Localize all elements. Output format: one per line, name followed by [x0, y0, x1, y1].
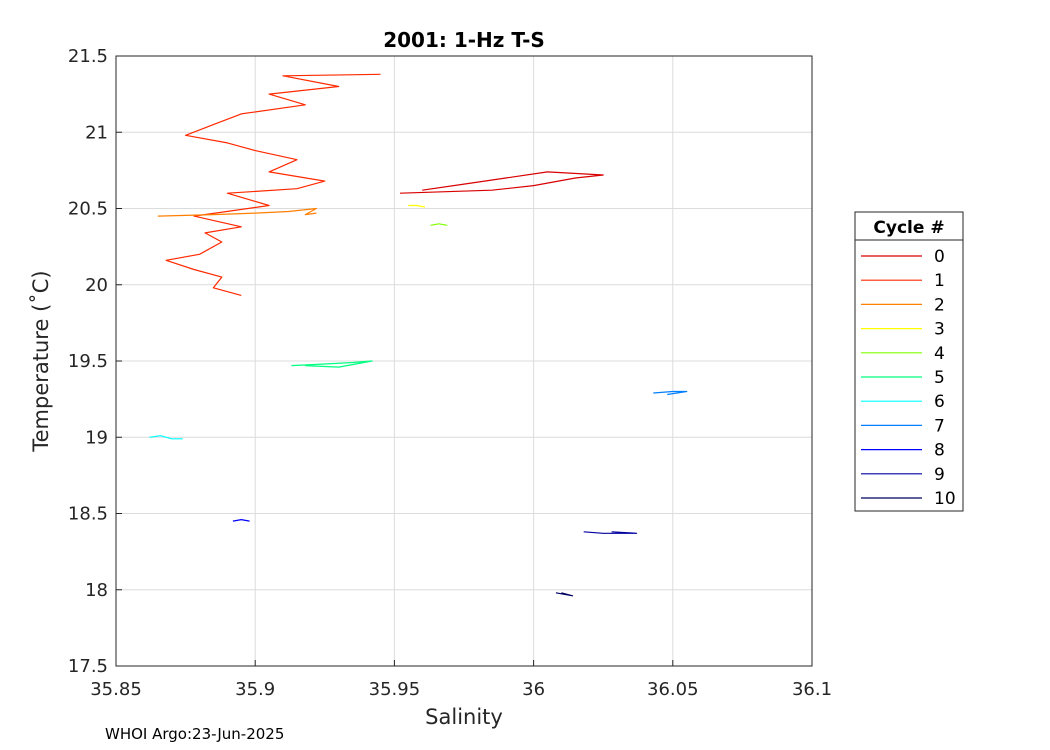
legend-label-cycle-3: 3 [934, 320, 945, 340]
series-line-cycle-4 [430, 223, 448, 226]
legend-label-cycle-1: 1 [934, 271, 945, 291]
series-line-cycle-10 [555, 592, 574, 597]
legend-label-cycle-5: 5 [934, 368, 945, 388]
y-tick-label: 20 [85, 275, 108, 296]
x-tick-label: 35.85 [90, 679, 142, 700]
legend-label-cycle-6: 6 [934, 392, 945, 412]
y-tick-label: 19.5 [68, 351, 108, 372]
legend-box [854, 211, 964, 512]
series-line-cycle-2 [157, 207, 317, 217]
y-tick-label: 21 [85, 122, 108, 143]
series-layer [149, 73, 688, 597]
series-line-cycle-0 [399, 171, 604, 194]
legend-label-cycle-9: 9 [934, 465, 945, 485]
footer-credit: WHOI Argo:23-Jun-2025 [105, 725, 285, 743]
x-axis-label: Salinity [425, 705, 503, 729]
series-line-cycle-5 [291, 360, 373, 368]
chart-title: 2001: 1-Hz T-S [383, 28, 545, 52]
series-line-cycle-7 [653, 390, 688, 396]
legend: Cycle # 0 1 2 3 4 5 6 7 8 9 10 [854, 211, 964, 512]
legend-label-cycle-0: 0 [934, 247, 945, 267]
y-tick-label: 18.5 [68, 504, 108, 525]
series-line-cycle-1 [165, 73, 381, 296]
legend-label-cycle-4: 4 [934, 344, 945, 364]
legend-label-cycle-7: 7 [934, 416, 945, 436]
legend-label-cycle-10: 10 [934, 489, 956, 509]
x-tick-label: 36.05 [647, 679, 699, 700]
y-tick-label: 19 [85, 427, 108, 448]
legend-label-cycle-2: 2 [934, 295, 945, 315]
legend-label-cycle-8: 8 [934, 441, 945, 461]
x-tick-label: 36 [522, 679, 545, 700]
y-tick-label: 17.5 [68, 656, 108, 677]
x-tick-label: 35.95 [369, 679, 421, 700]
x-tick-label: 35.9 [235, 679, 275, 700]
y-tick-label: 18 [85, 580, 108, 601]
x-tick-label: 36.1 [792, 679, 832, 700]
legend-items: 0 1 2 3 4 5 6 7 8 9 10 [861, 247, 956, 509]
y-tick-label: 20.5 [68, 199, 108, 220]
legend-title: Cycle # [873, 218, 944, 238]
series-line-cycle-6 [149, 435, 183, 440]
series-line-cycle-3 [408, 204, 426, 208]
y-axis-label: Temperature (˚C) [29, 270, 53, 452]
y-tick-label: 21.5 [68, 46, 108, 67]
series-line-cycle-8 [232, 518, 250, 522]
ticks: 35.85 35.9 35.95 36 36.05 36.1 17.5 18 18.5 19 19.… [68, 46, 832, 700]
series-line-cycle-9 [583, 531, 638, 534]
